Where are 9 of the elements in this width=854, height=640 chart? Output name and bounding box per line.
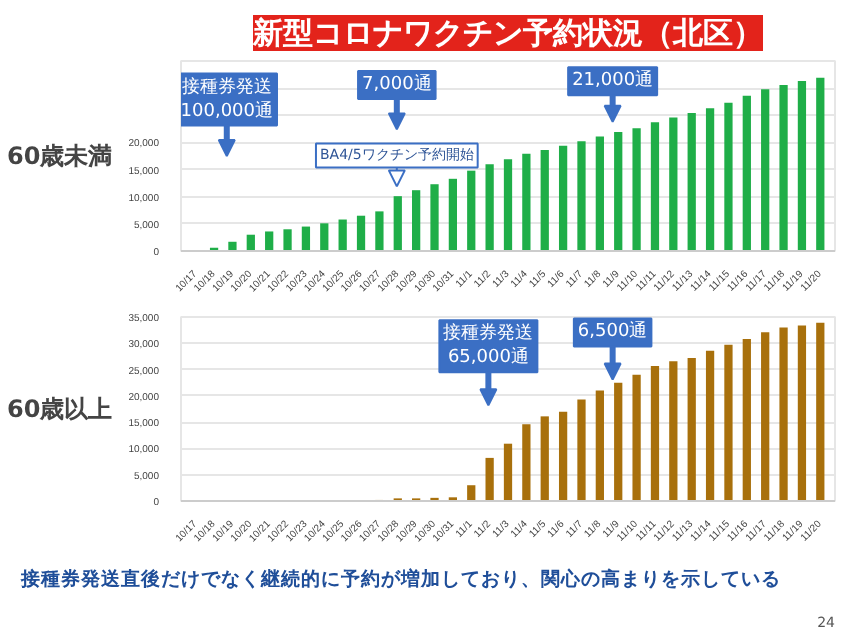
annotation: 6,500通	[577, 320, 648, 343]
y-axis-title: 60歳以上	[7, 395, 113, 423]
annotation: 21,000通	[572, 69, 654, 92]
chart-title: 新型コロナワクチン予約状況（北区）	[251, 15, 763, 51]
y-axis-title: 60歳未満	[7, 142, 113, 170]
annotation: 接種券発送 100,000通	[180, 75, 273, 122]
text: 接種券発送直後だけでなく継続的に予約が増加しており、関心の高まりを示している	[19, 567, 781, 591]
annotation: 接種券発送 65,000通	[443, 322, 534, 369]
annotation: 7,000通	[362, 73, 432, 95]
